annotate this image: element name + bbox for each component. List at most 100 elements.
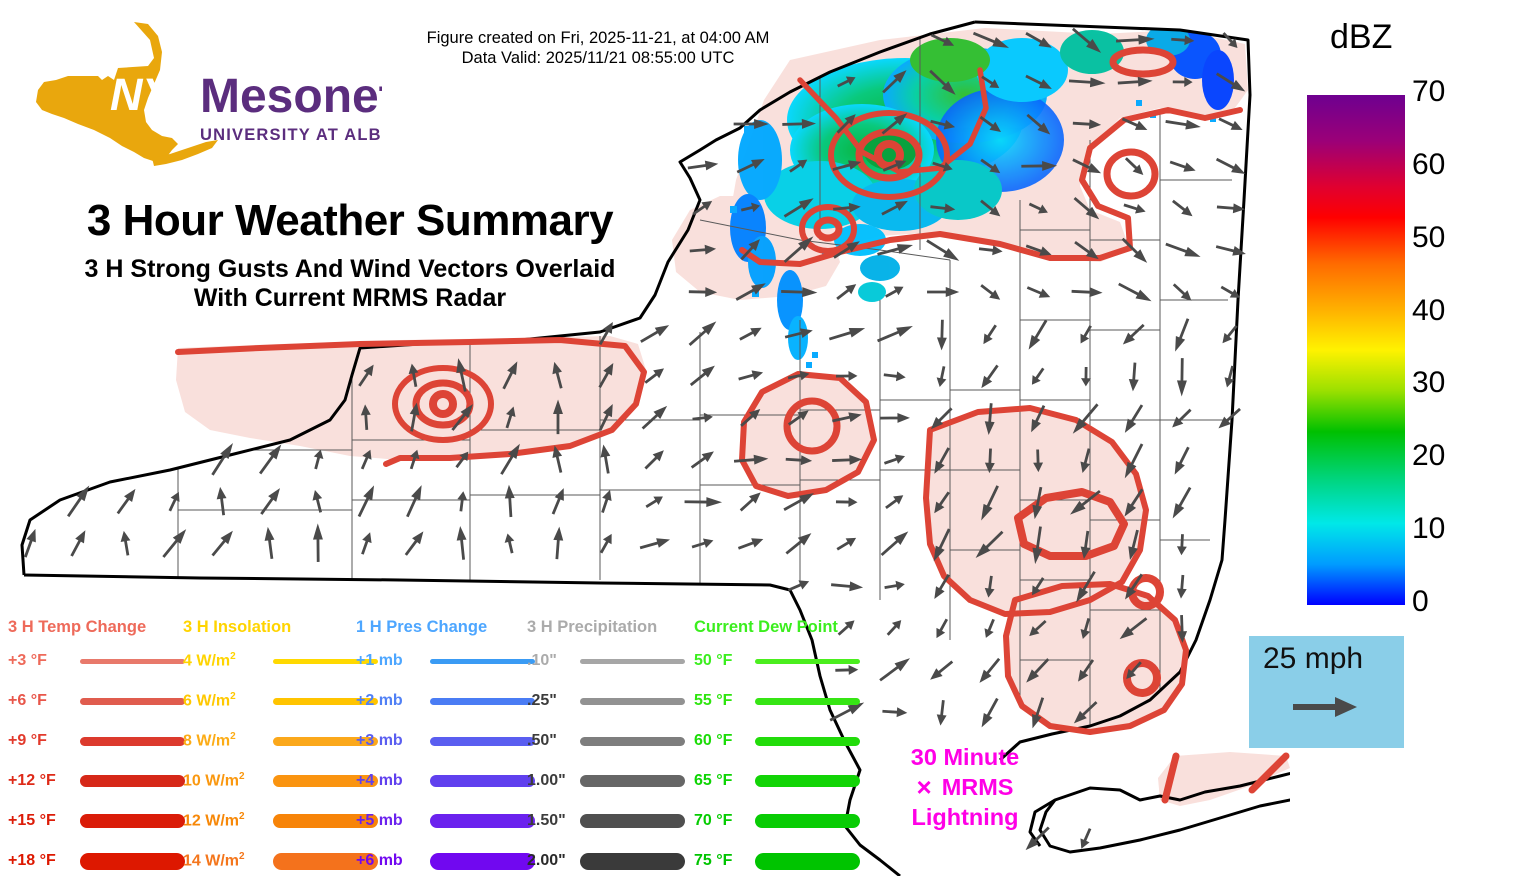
wind-barb-icon <box>1224 365 1235 388</box>
wind-barb-icon <box>598 362 614 389</box>
wind-barb-icon <box>1025 826 1050 851</box>
legend-item-label: +3 mb <box>356 732 403 749</box>
wind-barb-icon <box>926 239 960 261</box>
wind-barb-icon <box>1124 488 1144 517</box>
wind-barb-icon <box>836 284 857 300</box>
wind-barb-icon <box>836 371 858 381</box>
wind-barb-icon <box>1032 486 1043 520</box>
wind-barb-icon <box>883 454 906 465</box>
wind-barb-icon <box>260 488 280 515</box>
wind-barb-icon <box>502 361 518 390</box>
wind-barb-icon <box>934 573 950 600</box>
legend-row: 12 W/m2 <box>183 810 378 832</box>
wind-barb-icon <box>1115 34 1155 45</box>
right-arrow-icon <box>1291 694 1361 725</box>
legend-item-label: 8 W/m2 <box>183 731 236 750</box>
legend-row: 6 W/m2 <box>183 690 378 712</box>
wind-barb-icon <box>687 160 719 171</box>
wind-barb-icon <box>934 447 950 474</box>
subtitle-line-2: With Current MRMS Radar <box>193 284 507 312</box>
wind-barb-icon <box>1073 197 1100 220</box>
legend-item-swatch <box>580 775 685 787</box>
legend-item-swatch <box>80 697 185 705</box>
wind-barb-icon <box>1033 449 1044 473</box>
legend-row: .25" <box>527 690 685 712</box>
wind-barb-icon <box>1025 74 1052 89</box>
wind-barb-icon <box>1080 448 1091 474</box>
wind-barb-icon <box>1172 283 1192 301</box>
wind-barb-icon <box>781 287 818 298</box>
wind-speed-key: 25 mph <box>1249 636 1404 748</box>
wind-barb-icon <box>933 528 951 562</box>
wind-barb-icon <box>984 448 995 474</box>
legend-item-swatch <box>430 658 535 664</box>
wind-barb-icon <box>783 198 814 218</box>
wind-barb-icon <box>735 283 766 301</box>
wind-barb-icon <box>884 580 905 591</box>
wind-barb-icon <box>880 531 909 557</box>
wind-barb-icon <box>1177 614 1188 643</box>
legend-row: +6 mb <box>356 850 535 872</box>
wind-barb-icon <box>1080 828 1092 849</box>
wind-barb-icon <box>880 413 910 423</box>
wind-barb-icon <box>259 444 282 475</box>
legend-header-2: 1 H Pres Change <box>356 618 488 636</box>
wind-barb-icon <box>1176 534 1187 556</box>
legend-row: +3 °F <box>8 650 185 672</box>
legend-row: +4 mb <box>356 770 535 792</box>
wind-barb-icon <box>733 454 769 465</box>
legend-row: +2 mb <box>356 690 535 712</box>
wind-barb-icon <box>785 455 813 466</box>
wind-barb-icon <box>877 244 913 256</box>
legend-row: +12 °F <box>8 770 185 792</box>
wind-barb-icon <box>1172 408 1192 428</box>
legend-item-label: 14 W/m2 <box>183 851 245 870</box>
legend-item-swatch <box>80 658 185 664</box>
wind-barb-icon <box>598 322 613 346</box>
wind-barb-icon <box>216 486 227 516</box>
legend-item-label: +2 mb <box>356 692 403 709</box>
wind-barb-icon <box>784 328 813 339</box>
wind-barb-icon <box>980 158 1001 174</box>
wind-barb-icon <box>1222 325 1238 344</box>
wind-barb-icon <box>1026 658 1050 683</box>
legend-header-4: Current Dew Point <box>694 618 838 636</box>
wind-barb-icon <box>1026 286 1051 298</box>
legend-item-swatch <box>80 736 185 746</box>
weather-map[interactable] <box>0 0 1290 876</box>
legend-item-swatch <box>273 775 378 787</box>
legend-item-swatch <box>273 814 378 828</box>
colorbar-tick-60: 60 <box>1412 147 1446 181</box>
wind-barb-icon <box>1026 113 1051 135</box>
legend-item-swatch <box>273 658 378 664</box>
wind-barb-icon <box>689 365 715 387</box>
wind-barb-icon <box>981 485 999 521</box>
wind-barb-icon <box>456 358 467 392</box>
wind-barb-icon <box>984 618 995 638</box>
wind-barb-icon <box>929 69 956 95</box>
legend-item-label: +12 °F <box>8 772 56 789</box>
wind-barb-icon <box>932 161 953 172</box>
wind-barb-icon <box>882 160 907 172</box>
wind-barb-icon <box>120 530 131 556</box>
legend-item-swatch <box>430 775 535 787</box>
legend-item-label: 6 W/m2 <box>183 691 236 710</box>
wind-barb-icon <box>23 528 36 558</box>
timestamp-block: Figure created on Fri, 2025-11-21, at 04… <box>368 28 828 68</box>
wind-barb-icon <box>837 620 855 636</box>
legend-item-swatch <box>580 697 685 705</box>
legend-item-swatch <box>755 852 860 870</box>
wind-barb-icon <box>1128 362 1139 392</box>
wind-barb-icon <box>1117 76 1153 87</box>
wind-barb-icon <box>451 404 473 431</box>
wind-barb-icon <box>456 525 467 560</box>
legend-item-label: 1.00" <box>527 772 566 789</box>
wind-barb-icon <box>313 449 324 470</box>
wind-barb-icon <box>644 368 665 384</box>
figure-created-text: Figure created on Fri, 2025-11-21, at 04… <box>426 29 770 47</box>
legend-item-swatch <box>580 658 685 664</box>
wind-barb-icon <box>598 404 613 431</box>
wind-barb-icon <box>835 664 859 675</box>
legend-item-swatch <box>273 852 378 870</box>
wind-barb-icon <box>931 407 953 430</box>
